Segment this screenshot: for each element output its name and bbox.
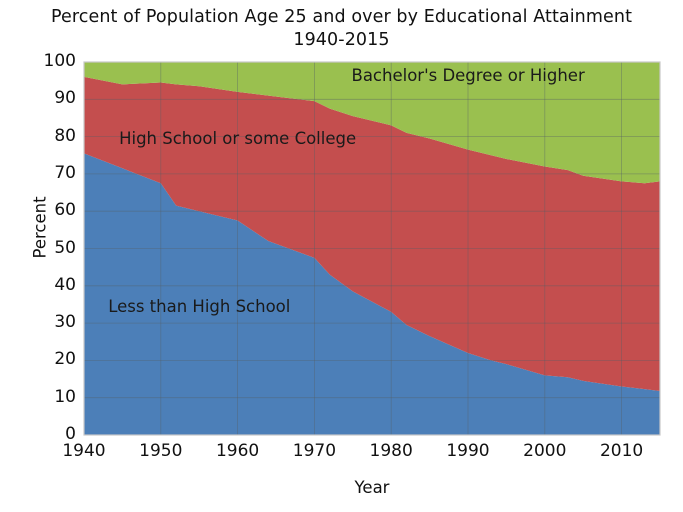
stacked-areas <box>84 62 660 435</box>
x-tick-label: 1960 <box>215 441 260 461</box>
x-tick-label: 1970 <box>292 441 337 461</box>
gridlines <box>84 62 660 435</box>
y-tick-label: 100 <box>43 51 76 71</box>
area-label-0: Bachelor's Degree or Higher <box>351 65 585 85</box>
area-series-1 <box>84 76 660 391</box>
x-tick-label: 1950 <box>139 441 183 461</box>
y-tick-label: 50 <box>54 237 76 258</box>
y-tick-label: 60 <box>54 200 76 221</box>
plot-border <box>83 61 661 436</box>
x-axis-label: Year <box>354 478 390 497</box>
chart-title: Percent of Population Age 25 and over by… <box>0 6 683 52</box>
area-series-0 <box>84 153 660 435</box>
y-tick-label: 0 <box>65 424 76 444</box>
area-label-2: Less than High School <box>108 297 291 317</box>
y-tick-label: 90 <box>54 88 76 109</box>
x-tick-label: 1980 <box>369 441 413 461</box>
area-series-2 <box>84 62 660 184</box>
y-tick-label: 30 <box>54 312 76 333</box>
area-label-1: High School or some College <box>119 129 357 149</box>
chart-title-line-1: Percent of Population Age 25 and over by… <box>50 7 633 27</box>
y-tick-label: 40 <box>54 274 76 295</box>
y-tick-label: 80 <box>54 125 76 146</box>
x-tick-label: 2000 <box>523 441 567 461</box>
x-tick-label: 1940 <box>62 441 106 461</box>
x-tick-label: 1990 <box>446 441 490 461</box>
chart-title-line-2: 1940-2015 <box>293 30 390 51</box>
y-tick-label: 10 <box>54 386 76 407</box>
x-tick-label: 2010 <box>599 441 644 461</box>
y-tick-label: 20 <box>54 349 76 370</box>
y-tick-label: 70 <box>54 162 76 183</box>
